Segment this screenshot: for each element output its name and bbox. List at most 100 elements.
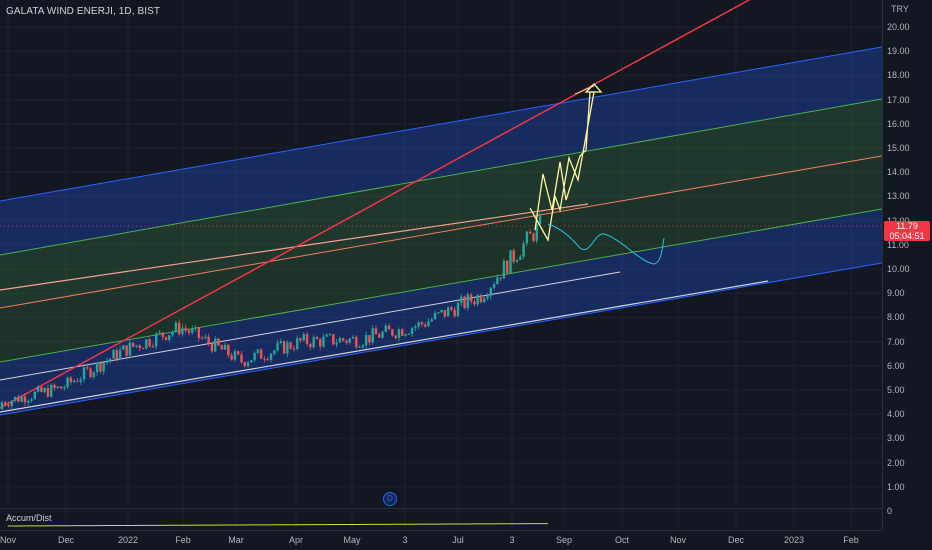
- white-parallel-trendline[interactable]: [0, 271, 621, 381]
- price-chart-area[interactable]: [0, 0, 882, 530]
- candle-body: [43, 388, 46, 392]
- candle-body: [486, 296, 489, 299]
- candle-body: [391, 329, 394, 336]
- candle-body: [13, 396, 17, 401]
- candle-body: [460, 296, 463, 303]
- candle-body: [276, 343, 279, 351]
- candle-body: [112, 350, 115, 359]
- candle-body: [23, 396, 27, 403]
- candle-body: [263, 358, 266, 360]
- support-trendline[interactable]: [0, 280, 769, 413]
- candle-body: [154, 333, 158, 347]
- candle-body: [227, 344, 230, 356]
- candle-body: [125, 345, 128, 356]
- projected-wave-curve[interactable]: [547, 223, 665, 265]
- candle-body: [410, 328, 414, 334]
- candle-body: [128, 342, 132, 356]
- channel-lower-line[interactable]: [0, 208, 882, 363]
- candle-body: [33, 391, 37, 400]
- price-tick-label: 8.00: [887, 312, 905, 323]
- candle-body: [358, 347, 361, 349]
- price-tick-label: 14.00: [887, 167, 910, 178]
- price-tick-label: 17.00: [887, 94, 910, 105]
- candle-body: [420, 322, 424, 325]
- red-breakout-line[interactable]: [0, 0, 760, 409]
- price-tick-label: 11.00: [887, 239, 909, 250]
- symbol-title[interactable]: GALATA WIND ENERJI, 1D, BIST: [6, 6, 161, 17]
- candle-body: [171, 331, 174, 336]
- candle-body: [312, 337, 315, 348]
- candle-body: [401, 329, 404, 336]
- time-tick-label: Feb: [175, 535, 191, 545]
- candle-body: [269, 353, 273, 360]
- candle-body: [273, 350, 276, 354]
- candle-body: [76, 380, 79, 382]
- candle-body: [325, 334, 328, 337]
- channel-upper-line[interactable]: [0, 98, 882, 256]
- candle-body: [181, 327, 184, 335]
- candle-body: [145, 339, 148, 349]
- candle-body: [351, 336, 355, 339]
- candle-body: [46, 388, 50, 397]
- candle-body: [184, 327, 187, 331]
- channel-median-line[interactable]: [0, 155, 882, 309]
- bar-countdown: 05:04:51: [889, 231, 925, 241]
- accum-dist-indicator-label[interactable]: Accum/Dist: [6, 513, 52, 523]
- candle-body: [384, 325, 388, 332]
- channel-top-line[interactable]: [0, 46, 882, 202]
- candle-body: [286, 342, 289, 354]
- candle-body: [250, 360, 253, 363]
- candle-body: [207, 336, 210, 344]
- candle-body: [118, 349, 122, 360]
- candle-body: [364, 335, 368, 346]
- pane-separator[interactable]: [0, 508, 882, 509]
- candle-body: [423, 324, 427, 327]
- candle-body: [141, 348, 145, 350]
- candle-body: [528, 231, 532, 234]
- price-tick-label: 2.00: [887, 457, 905, 468]
- channel-bottom-line[interactable]: [0, 262, 882, 416]
- candle-body: [397, 329, 401, 338]
- candle-body: [355, 336, 358, 348]
- candle-body: [204, 336, 207, 338]
- candle-body: [122, 345, 125, 350]
- price-tick-label: 16.00: [887, 118, 910, 129]
- time-tick-label: 3: [402, 535, 408, 545]
- candle-body: [512, 250, 515, 262]
- candle-body: [266, 359, 269, 361]
- candle-body: [109, 358, 112, 361]
- price-tick-label: 15.00: [887, 143, 910, 153]
- candle-body: [223, 344, 227, 350]
- dividend-marker[interactable]: D: [383, 492, 397, 506]
- candle-body: [191, 328, 194, 333]
- candle-body: [7, 404, 10, 407]
- candle-body: [59, 386, 63, 389]
- price-tick-label: 12.00: [887, 216, 910, 226]
- channel-upper-green-band: [0, 99, 882, 308]
- price-tick-label: 4.00: [887, 409, 905, 420]
- candle-body: [56, 386, 59, 388]
- candle-body: [538, 215, 542, 224]
- candle-body: [404, 334, 407, 336]
- candle-body: [115, 350, 119, 360]
- time-axis[interactable]: Nov Dec 2022 Feb Mar Apr May 3 Jul 3 Sep Oct Nov Dec 2…: [0, 530, 882, 550]
- candle-body: [417, 322, 420, 327]
- candle-body: [0, 402, 4, 410]
- candle-body: [302, 334, 306, 341]
- candle-body: [53, 384, 56, 388]
- candle-body: [63, 387, 66, 389]
- price-tick-label: 10.00: [887, 264, 910, 274]
- price-tick-label: 1.00: [887, 481, 905, 492]
- chart-canvas[interactable]: [0, 0, 882, 530]
- candle-body: [299, 338, 302, 341]
- price-axis[interactable]: TRY 0 1.00 2.00 3.00 4.00 5.00 6.00 7.00 8.00 9.0…: [882, 0, 932, 530]
- candle-body: [466, 294, 470, 308]
- candle-body: [17, 396, 20, 402]
- candle-body: [86, 367, 89, 369]
- candle-body: [535, 223, 538, 241]
- candle-body: [210, 343, 214, 352]
- last-price-value: 11.79: [896, 221, 918, 231]
- projection-arrow-shaft: [574, 85, 595, 95]
- candle-body: [492, 284, 496, 288]
- candle-body: [95, 362, 99, 373]
